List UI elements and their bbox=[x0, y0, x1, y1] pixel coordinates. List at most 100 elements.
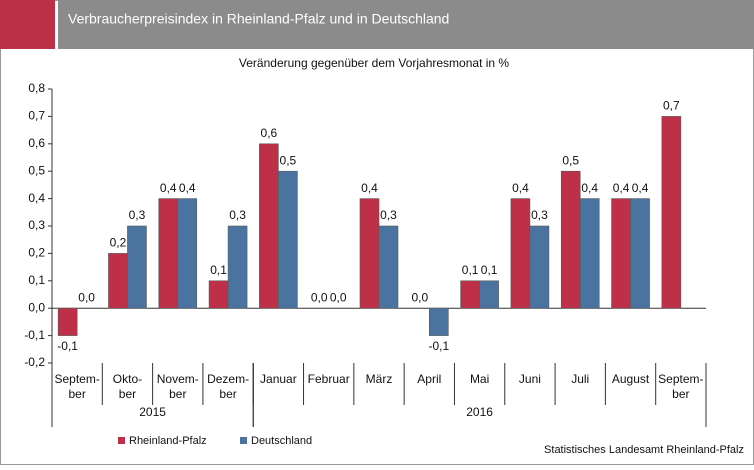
chart-title: Verbraucherpreisindex in Rheinland-Pfalz… bbox=[68, 11, 449, 27]
bar bbox=[259, 143, 279, 309]
x-tick-label-line: Februar bbox=[308, 372, 350, 386]
source: Statistisches Landesamt Rheinland-Pfalz bbox=[544, 444, 744, 456]
bar bbox=[429, 307, 449, 336]
bar bbox=[479, 280, 499, 309]
bar bbox=[108, 253, 128, 309]
y-tick-label: 0,1 bbox=[28, 273, 45, 287]
x-tick-label-line: August bbox=[612, 372, 650, 386]
bar bbox=[208, 280, 229, 309]
x-tick-label-line: Septem- bbox=[54, 372, 99, 386]
value-label: 0,5 bbox=[280, 153, 297, 167]
x-tick-label: April bbox=[417, 372, 441, 386]
x-tick-label-line: Novem- bbox=[157, 372, 199, 386]
bar bbox=[460, 280, 480, 309]
bar bbox=[57, 307, 78, 336]
y-tick-label: 0,7 bbox=[28, 109, 45, 123]
value-label: 0,7 bbox=[663, 99, 680, 113]
value-label: 0,4 bbox=[632, 181, 649, 195]
x-tick-label: Novem-ber bbox=[157, 372, 199, 401]
value-label: 0,1 bbox=[210, 263, 227, 277]
bar bbox=[560, 170, 581, 309]
value-label: 0,0 bbox=[311, 290, 328, 304]
year-label: 2016 bbox=[466, 405, 493, 419]
x-tick-label-line: Mai bbox=[470, 372, 489, 386]
value-label: 0,4 bbox=[613, 181, 630, 195]
x-tick-label: Septem-ber bbox=[54, 372, 99, 401]
value-label: -0,1 bbox=[57, 339, 78, 353]
x-tick-label: Juni bbox=[519, 372, 541, 386]
legend-label: Rheinland-Pfalz bbox=[129, 435, 207, 447]
bar bbox=[661, 116, 682, 309]
chart-subtitle: Veränderung gegenüber dem Vorjahresmonat… bbox=[239, 56, 510, 70]
legend-swatch bbox=[240, 437, 247, 444]
y-tick-label: 0,0 bbox=[28, 300, 45, 314]
value-label: 0,4 bbox=[512, 181, 529, 195]
value-label: 0,2 bbox=[110, 236, 127, 250]
y-tick-label: 0,8 bbox=[28, 81, 45, 95]
x-tick-label: Januar bbox=[260, 372, 297, 386]
year-label: 2015 bbox=[139, 405, 166, 419]
bar bbox=[611, 198, 631, 309]
value-label: 0,4 bbox=[179, 181, 196, 195]
x-tick-label: Septem-ber bbox=[658, 372, 703, 401]
y-tick-label: -0,2 bbox=[24, 355, 45, 369]
y-tick-label: 0,4 bbox=[28, 191, 45, 205]
y-tick-label: 0,3 bbox=[28, 218, 45, 232]
value-label: 0,0 bbox=[411, 290, 428, 304]
value-label: 0,0 bbox=[78, 290, 95, 304]
value-label: 0,3 bbox=[229, 208, 246, 222]
value-label: 0,0 bbox=[330, 290, 347, 304]
x-tick-label-line: ber bbox=[68, 387, 85, 401]
x-tick-label: August bbox=[612, 372, 650, 386]
x-tick-label: Juli bbox=[571, 372, 589, 386]
value-label: 0,4 bbox=[361, 181, 378, 195]
x-tick-label: Dezem-ber bbox=[207, 372, 249, 401]
value-label: 0,1 bbox=[481, 263, 498, 277]
x-tick-label-line: ber bbox=[119, 387, 136, 401]
bar bbox=[278, 170, 298, 309]
y-tick-label: 0,2 bbox=[28, 246, 45, 260]
header-bar bbox=[58, 0, 754, 49]
x-tick-label-line: ber bbox=[219, 387, 236, 401]
value-label: 0,3 bbox=[531, 208, 548, 222]
bar bbox=[158, 198, 179, 309]
bar bbox=[510, 198, 531, 309]
legend-swatch bbox=[118, 437, 125, 444]
x-tick-label-line: ber bbox=[672, 387, 689, 401]
y-tick-label: 0,5 bbox=[28, 163, 45, 177]
value-label: 0,5 bbox=[562, 153, 579, 167]
bar bbox=[378, 225, 399, 309]
bar bbox=[579, 198, 600, 309]
y-tick-label: 0,6 bbox=[28, 136, 45, 150]
x-tick-label: Okto-ber bbox=[113, 372, 142, 401]
bar bbox=[630, 198, 650, 309]
y-tick-label: -0,1 bbox=[24, 328, 45, 342]
bar bbox=[177, 198, 198, 309]
bar bbox=[127, 225, 147, 309]
x-tick-label: März bbox=[366, 372, 393, 386]
value-label: 0,1 bbox=[462, 263, 479, 277]
header-accent bbox=[0, 0, 55, 49]
x-tick-label-line: Juni bbox=[519, 372, 541, 386]
value-label: -0,1 bbox=[428, 339, 449, 353]
value-label: 0,6 bbox=[261, 126, 278, 140]
x-tick-label-line: ber bbox=[169, 387, 186, 401]
x-tick-label-line: Januar bbox=[260, 372, 297, 386]
bar bbox=[227, 225, 248, 309]
x-tick-label-line: Juli bbox=[571, 372, 589, 386]
bar bbox=[529, 225, 550, 309]
x-tick-label: Mai bbox=[470, 372, 489, 386]
x-tick-label-line: Dezem- bbox=[207, 372, 249, 386]
value-label: 0,4 bbox=[581, 181, 598, 195]
x-tick-label-line: April bbox=[417, 372, 441, 386]
bar bbox=[359, 198, 380, 309]
x-tick-label: Februar bbox=[308, 372, 350, 386]
value-label: 0,3 bbox=[129, 208, 146, 222]
value-label: 0,4 bbox=[160, 181, 177, 195]
x-tick-label-line: März bbox=[366, 372, 393, 386]
value-label: 0,3 bbox=[380, 208, 397, 222]
x-tick-label-line: Okto- bbox=[113, 372, 142, 386]
x-tick-label-line: Septem- bbox=[658, 372, 703, 386]
